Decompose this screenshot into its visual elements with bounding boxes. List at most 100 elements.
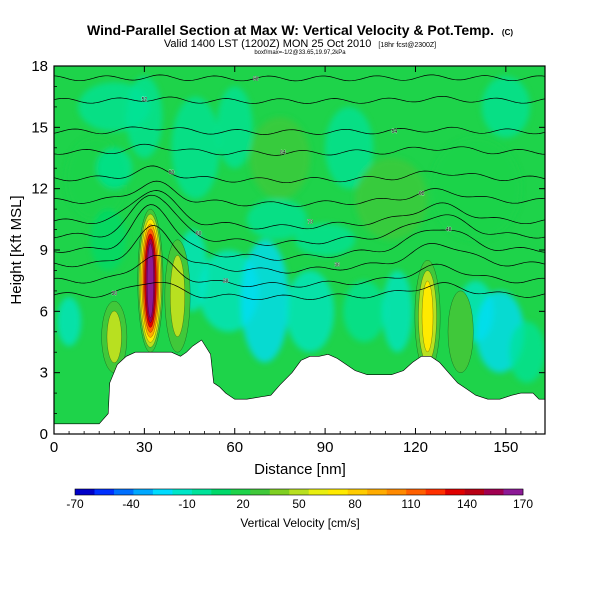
isentrope-line	[54, 190, 545, 230]
isentrope-line	[54, 281, 545, 301]
velocity-field-patch	[96, 147, 133, 189]
colorbar-swatch	[406, 489, 426, 495]
x-tick-label: 90	[317, 439, 334, 456]
isentrope-label: 54	[392, 129, 398, 135]
colorbar-swatch	[211, 489, 232, 495]
updraft-core-contour	[146, 243, 154, 318]
x-tick-label: 0	[50, 439, 58, 456]
y-axis-label: Height [Kft MSL]	[8, 195, 25, 304]
updraft-core-contour	[170, 255, 185, 337]
x-axis-label: Distance [nm]	[254, 461, 346, 478]
colorbar-swatch	[503, 489, 524, 495]
colorbar-frame	[74, 488, 524, 496]
velocity-field-patch	[171, 96, 220, 199]
velocity-field-patch	[90, 209, 127, 271]
colorbar-swatch	[152, 489, 173, 495]
velocity-field-patch	[57, 297, 82, 347]
colorbar-tick-label: 110	[401, 497, 420, 511]
velocity-field-patch	[355, 158, 428, 240]
x-tick-label: 30	[136, 439, 153, 456]
colorbar-swatch	[191, 489, 212, 495]
subtitle-extra: [18hr fcst@2300Z]	[378, 42, 436, 49]
chart-title-text: Wind-Parallel Section at Max W: Vertical…	[87, 22, 494, 38]
colorbar-tick-label: -40	[122, 497, 140, 511]
velocity-field-patch	[249, 117, 311, 199]
colorbar-swatch	[308, 489, 329, 495]
y-tick-label: 18	[31, 58, 48, 75]
colorbar-swatch	[75, 489, 95, 495]
colorbar-swatch	[328, 489, 348, 495]
isentrope-line	[54, 225, 545, 274]
colorbar-tick-label: 80	[348, 497, 362, 511]
velocity-field-patch	[481, 76, 530, 138]
colorbar-swatch	[386, 489, 407, 495]
isentrope-label: 50	[169, 170, 175, 176]
isentrope-line	[54, 180, 545, 207]
colorbar-swatch	[94, 489, 115, 495]
isentrope-label: 60	[196, 231, 202, 237]
isentrope-label: 28	[223, 279, 229, 285]
plot-area: 30 28 36 48 60 70 62 50 64 54 52 58	[54, 66, 545, 434]
y-tick-label: 0	[40, 426, 48, 443]
isentrope-label: 30	[111, 291, 117, 297]
colorbar-swatch	[484, 489, 504, 495]
updraft-core-contour	[421, 280, 434, 353]
velocity-field-patch	[126, 76, 163, 158]
isentrope-line	[54, 194, 545, 246]
isentrope-label: 64	[280, 150, 286, 156]
isentropes: 30 28 36 48 60 70 62 50 64 54 52 58	[54, 74, 545, 301]
x-tick-label: 120	[403, 439, 428, 456]
colorbar: -70 -40 -10 20 50 80 110 140 170	[66, 488, 533, 511]
isentrope-line	[54, 74, 545, 82]
velocity-field-patch	[382, 270, 413, 353]
terrain-mask	[54, 339, 545, 434]
colorbar-swatch	[425, 489, 446, 495]
velocity-field-patch	[246, 198, 308, 240]
colorbar-swatch	[464, 489, 485, 495]
isentrope-line	[54, 126, 545, 135]
isentrope-line	[54, 165, 545, 184]
chart-title: Wind-Parallel Section at Max W: Vertical…	[87, 22, 513, 38]
isentrope-line	[54, 95, 545, 104]
colorbar-swatch	[172, 489, 193, 495]
colorbar-swatch	[133, 489, 154, 495]
isentrope-label: 70	[307, 219, 313, 225]
colorbar-tick-label: 20	[236, 497, 250, 511]
x-tick-label: 60	[226, 439, 243, 456]
colorbar-swatch	[269, 489, 290, 495]
x-axis: 0 30 60 90 120 150	[50, 66, 537, 456]
colorbar-tick-label: -10	[178, 497, 196, 511]
colorbar-swatch	[367, 489, 387, 495]
updraft-core-contour	[106, 310, 122, 363]
isentrope-line	[54, 254, 545, 288]
colorbar-tick-label: 50	[292, 497, 306, 511]
isentrope-label: 58	[253, 76, 259, 82]
velocity-field-patch	[343, 280, 386, 343]
updraft-core-contour	[447, 290, 474, 373]
colorbar-swatch	[445, 489, 465, 495]
colorbar-tick-label: 170	[513, 497, 533, 511]
isentrope-label: 52	[142, 97, 148, 103]
isentrope-line	[54, 204, 545, 261]
isentrope-line	[54, 143, 545, 156]
colorbar-swatch	[250, 489, 271, 495]
colorbar-swatch	[230, 489, 251, 495]
y-tick-label: 6	[40, 303, 48, 320]
velocity-field-patch	[430, 137, 521, 240]
colorbar-swatch	[113, 489, 134, 495]
chart-title-mark: (C)	[502, 28, 513, 37]
subtitle-main: Valid 1400 LST (1200Z) MON 25 Oct 2010	[164, 38, 371, 50]
y-tick-label: 3	[40, 365, 48, 382]
updraft-cores	[101, 208, 474, 373]
y-tick-label: 15	[31, 119, 48, 136]
x-tick-label: 150	[493, 439, 518, 456]
velocity-field-patch	[294, 223, 356, 257]
isentrope-label: 62	[419, 191, 425, 197]
colorbar-swatch	[289, 489, 310, 495]
velocity-field-patch	[216, 86, 253, 169]
colorbar-tick-label: 140	[457, 497, 477, 511]
isentrope-label: 36	[334, 262, 340, 268]
isentrope-label: 48	[446, 227, 452, 233]
